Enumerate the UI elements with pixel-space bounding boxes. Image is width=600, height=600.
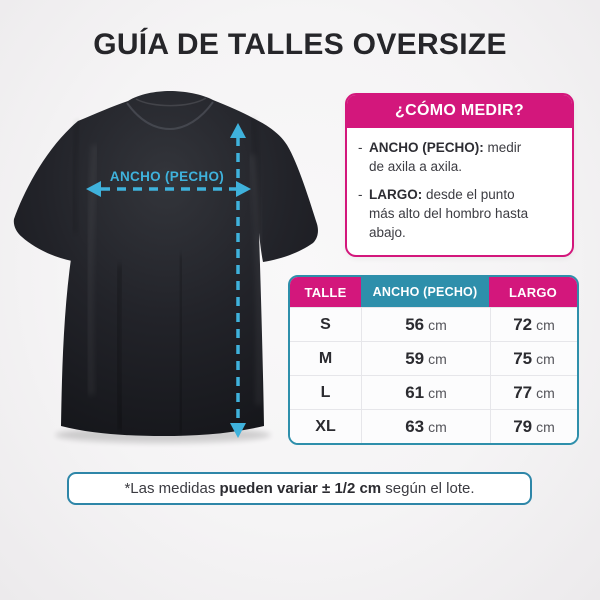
- ancho-cell: 59 cm: [361, 342, 490, 375]
- measure-item-ancho: - ANCHO (PECHO): medir de axila a axila.: [358, 138, 562, 176]
- bullet-dash: -: [358, 187, 363, 202]
- tshirt-illustration: [13, 91, 318, 443]
- ancho-cell: 63 cm: [361, 410, 490, 443]
- footnote-text: *Las medidas pueden variar ± 1/2 cm segú…: [124, 480, 475, 497]
- size-cell: XL: [315, 417, 336, 435]
- how-to-measure-title: ¿CÓMO MEDIR?: [347, 95, 572, 128]
- how-to-measure-body: - ANCHO (PECHO): medir de axila a axila.…: [347, 128, 572, 250]
- width-arrow-label: ANCHO (PECHO): [110, 169, 224, 184]
- largo-cell: 79 cm: [490, 410, 577, 443]
- size-table-header: TALLE ANCHO (PECHO) LARGO: [290, 277, 577, 307]
- table-row-l: L 61 cm 77 cm: [290, 375, 577, 409]
- col-header-talle: TALLE: [290, 277, 361, 307]
- table-row-xl: XL 63 cm 79 cm: [290, 409, 577, 443]
- largo-cell: 75 cm: [490, 342, 577, 375]
- length-arrow: [230, 123, 246, 438]
- size-cell: L: [320, 383, 331, 401]
- footnote: *Las medidas pueden variar ± 1/2 cm segú…: [67, 472, 532, 505]
- col-header-largo: LARGO: [489, 277, 577, 307]
- how-to-measure-panel: ¿CÓMO MEDIR? - ANCHO (PECHO): medir de a…: [345, 93, 574, 257]
- collar-seam: [126, 101, 214, 131]
- measure-item-text: ANCHO (PECHO): medir de axila a axila.: [369, 140, 522, 174]
- length-arrowhead-top: [230, 123, 246, 138]
- size-cell: M: [318, 349, 333, 367]
- largo-cell: 77 cm: [490, 376, 577, 409]
- width-arrowhead-left: [86, 181, 101, 197]
- length-arrowhead-bottom: [230, 423, 246, 438]
- bullet-dash: -: [358, 140, 363, 155]
- page-title: GUÍA DE TALLES OVERSIZE: [93, 28, 507, 61]
- largo-cell: 72 cm: [490, 308, 577, 341]
- tshirt-measurement-diagram: ANCHO (PECHO): [13, 91, 318, 443]
- measure-item-text: LARGO: desde el punto más alto del hombr…: [369, 187, 529, 240]
- table-row-m: M 59 cm 75 cm: [290, 341, 577, 375]
- ancho-cell: 61 cm: [361, 376, 490, 409]
- table-row-s: S 56 cm 72 cm: [290, 307, 577, 341]
- col-header-ancho: ANCHO (PECHO): [361, 277, 489, 307]
- measure-item-largo: - LARGO: desde el punto más alto del hom…: [358, 185, 562, 242]
- size-cell: S: [320, 315, 331, 333]
- size-table: TALLE ANCHO (PECHO) LARGO S 56 cm 72 cm M …: [288, 275, 579, 445]
- ancho-cell: 56 cm: [361, 308, 490, 341]
